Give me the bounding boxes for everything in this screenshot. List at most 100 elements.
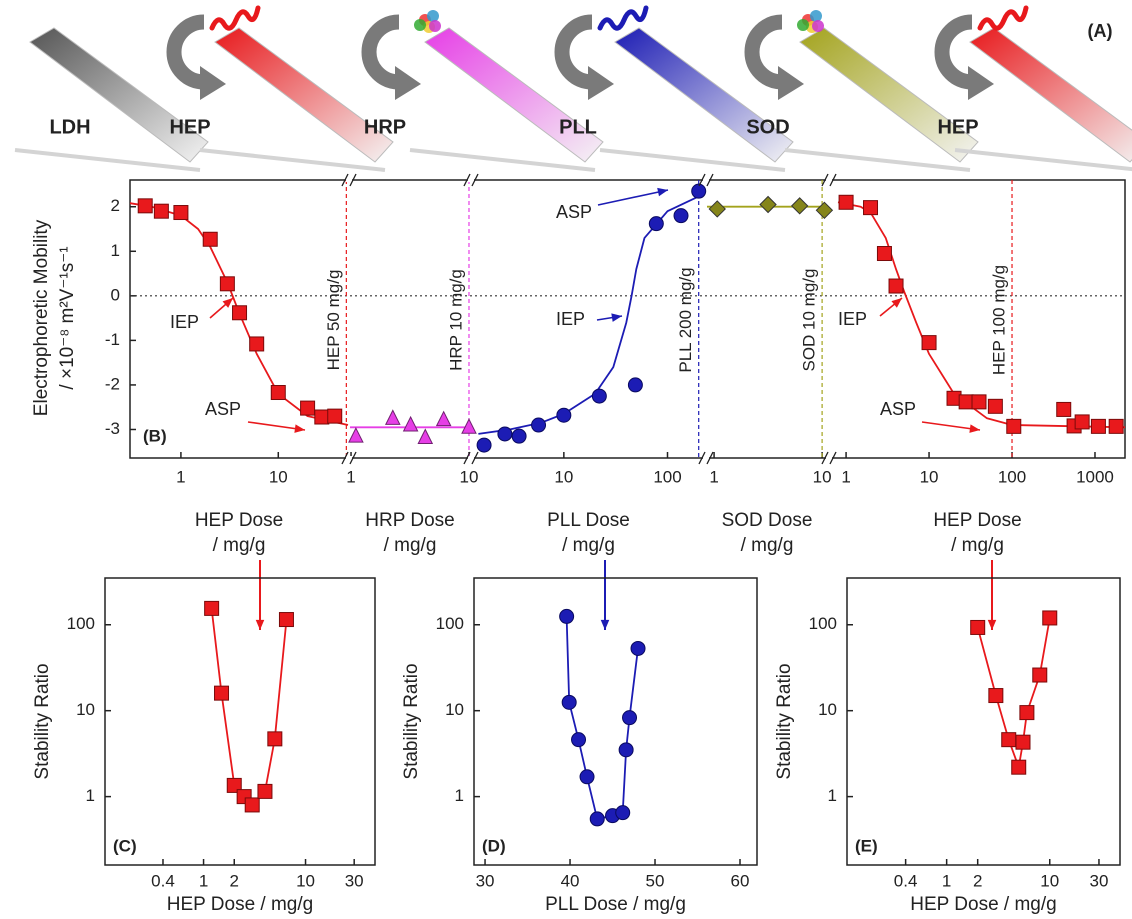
step-label: LDH bbox=[49, 116, 90, 138]
axis-break-gap bbox=[346, 178, 352, 182]
axis-break-gap bbox=[703, 456, 709, 460]
x-axis-label: HEP Dose / mg/g bbox=[910, 894, 1056, 915]
x-tick-label: 1 bbox=[942, 871, 951, 890]
marker-circle bbox=[590, 812, 604, 826]
arrow-head bbox=[988, 620, 997, 630]
marker-square bbox=[215, 686, 229, 700]
x-tick-label: 0.4 bbox=[894, 871, 918, 890]
marker-square bbox=[922, 336, 936, 350]
dose-line-label: SOD 10 mg/g bbox=[800, 269, 819, 372]
annotation: IEP bbox=[170, 312, 199, 332]
marker-triangle bbox=[404, 417, 418, 431]
marker-circle bbox=[649, 217, 663, 231]
marker-square bbox=[245, 798, 259, 812]
marker-circle bbox=[557, 408, 571, 422]
panel-label: (C) bbox=[113, 836, 137, 855]
x-axis-label: HEP Dose bbox=[195, 510, 283, 531]
y-tick-label: 1 bbox=[455, 786, 464, 805]
y-axis-label: Stability Ratio bbox=[32, 663, 53, 779]
marker-square bbox=[268, 732, 282, 746]
x-axis-label: / mg/g bbox=[213, 535, 266, 556]
marker-square bbox=[138, 199, 152, 213]
x-tick-label: 10 bbox=[460, 467, 479, 486]
x-tick-label: 30 bbox=[1089, 871, 1108, 890]
x-tick-label: 10 bbox=[269, 467, 288, 486]
x-tick-label: 100 bbox=[998, 467, 1026, 486]
x-tick-label: 10 bbox=[1040, 871, 1059, 890]
y-tick-label: 10 bbox=[76, 700, 95, 719]
annotation: IEP bbox=[556, 309, 585, 329]
marker-diamond bbox=[709, 201, 725, 217]
marker-square bbox=[1012, 760, 1026, 774]
layer-shadow bbox=[600, 150, 785, 170]
cycle-arrow bbox=[174, 22, 204, 82]
marker-square bbox=[1002, 733, 1016, 747]
marker-circle bbox=[616, 806, 630, 820]
marker-square bbox=[233, 306, 247, 320]
step-label: HRP bbox=[364, 116, 406, 138]
layer-shadow bbox=[15, 150, 200, 170]
marker-square bbox=[301, 401, 315, 415]
step-label: HEP bbox=[169, 116, 210, 138]
marker-square bbox=[174, 206, 188, 220]
y-tick-label: 1 bbox=[111, 241, 120, 260]
marker-square bbox=[971, 620, 985, 634]
marker-triangle bbox=[437, 412, 451, 426]
marker-circle bbox=[560, 609, 574, 623]
layer-shadow bbox=[200, 150, 385, 170]
x-tick-label: 1000 bbox=[1076, 467, 1114, 486]
marker-square bbox=[328, 409, 342, 423]
axis-break-gap bbox=[703, 178, 709, 182]
x-tick-label: 10 bbox=[554, 467, 573, 486]
panel-label: (A) bbox=[1088, 21, 1113, 41]
marker-circle bbox=[512, 429, 526, 443]
polymer-icon bbox=[600, 8, 646, 28]
marker-square bbox=[154, 204, 168, 218]
figure: LDHHEPHRPPLLSODHEP(A)-3-2-1012Electropho… bbox=[0, 0, 1132, 919]
marker-square bbox=[1075, 415, 1089, 429]
marker-square bbox=[1091, 419, 1105, 433]
marker-circle bbox=[532, 418, 546, 432]
annotation: ASP bbox=[556, 202, 592, 222]
cycle-arrow-head bbox=[778, 66, 804, 100]
x-axis-label: / mg/g bbox=[741, 535, 794, 556]
arrow-head bbox=[969, 424, 980, 432]
x-axis-label: / mg/g bbox=[384, 535, 437, 556]
enzyme-icon bbox=[427, 10, 439, 22]
marker-circle bbox=[631, 641, 645, 655]
annotation: IEP bbox=[838, 309, 867, 329]
y-axis-label: Electrophoretic Mobility bbox=[31, 219, 52, 416]
marker-square bbox=[877, 247, 891, 261]
y-tick-label: 1 bbox=[828, 786, 837, 805]
x-tick-label: 1 bbox=[199, 871, 208, 890]
y-tick-label: 1 bbox=[86, 786, 95, 805]
marker-square bbox=[1007, 419, 1021, 433]
cycle-arrow-head bbox=[968, 66, 994, 100]
y-tick-label: 10 bbox=[445, 700, 464, 719]
layer-shadow bbox=[785, 150, 970, 170]
cycle-arrow-head bbox=[588, 66, 614, 100]
marker-square bbox=[839, 195, 853, 209]
marker-circle bbox=[572, 733, 586, 747]
x-tick-label: 0.4 bbox=[151, 871, 175, 890]
marker-diamond bbox=[816, 202, 832, 218]
marker-square bbox=[271, 386, 285, 400]
marker-square bbox=[203, 232, 217, 246]
layer-shadow bbox=[955, 150, 1132, 170]
x-tick-label: 1 bbox=[709, 467, 718, 486]
marker-circle bbox=[623, 711, 637, 725]
polymer-icon bbox=[980, 8, 1026, 28]
panel-label: (B) bbox=[143, 426, 167, 445]
y-axis-label: / ×10⁻⁸ m²V⁻¹s⁻¹ bbox=[57, 246, 78, 389]
marker-square bbox=[1109, 419, 1123, 433]
marker-circle bbox=[562, 695, 576, 709]
y-tick-label: 100 bbox=[809, 614, 837, 633]
marker-square bbox=[889, 279, 903, 293]
x-axis-label: / mg/g bbox=[951, 535, 1004, 556]
marker-square bbox=[258, 784, 272, 798]
axis-break-gap bbox=[468, 456, 474, 460]
x-axis-label: HEP Dose bbox=[933, 510, 1021, 531]
step-label: SOD bbox=[746, 116, 789, 138]
marker-square bbox=[1033, 668, 1047, 682]
x-tick-label: 2 bbox=[973, 871, 982, 890]
